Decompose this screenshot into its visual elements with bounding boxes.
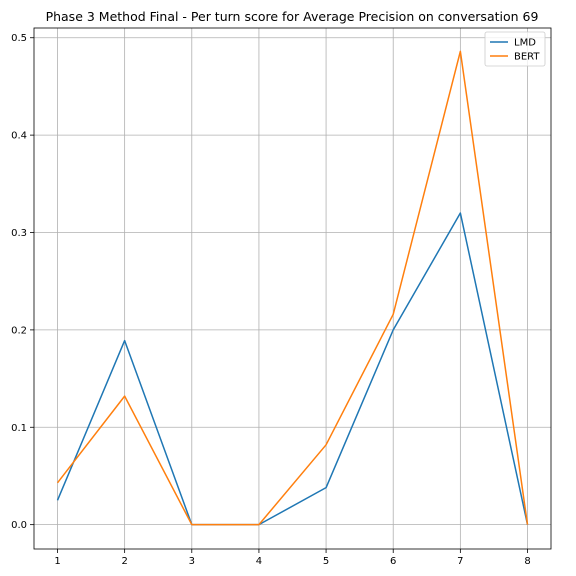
axis-ticks: 1 2 3 4 5 6 7 8 0.0 0.1 0.2 0.3 0.4 0.5 xyxy=(11,33,531,567)
series-lines xyxy=(56,50,529,526)
x-tick-label: 2 xyxy=(121,556,127,567)
y-tick-label: 0.1 xyxy=(11,423,27,434)
legend: LMD BERT xyxy=(484,31,546,67)
y-tick-label: 0.4 xyxy=(11,131,27,142)
y-tick-label: 0.5 xyxy=(11,33,27,44)
chart-title: Phase 3 Method Final - Per turn score fo… xyxy=(46,9,539,24)
legend-label-lmd: LMD xyxy=(514,38,536,49)
grid xyxy=(34,28,551,549)
x-tick-label: 3 xyxy=(189,556,195,567)
x-tick-label: 6 xyxy=(390,556,396,567)
x-tick-label: 1 xyxy=(54,556,60,567)
y-tick-label: 0.2 xyxy=(11,325,27,336)
y-tick-label: 0.3 xyxy=(11,228,27,239)
y-tick-label: 0.0 xyxy=(11,520,27,531)
series-line-lmd xyxy=(56,212,529,526)
x-tick-label: 7 xyxy=(457,556,463,567)
x-tick-label: 5 xyxy=(323,556,329,567)
x-tick-label: 4 xyxy=(256,556,262,567)
x-tick-label: 8 xyxy=(524,556,530,567)
axes-frame xyxy=(33,27,552,550)
legend-label-bert: BERT xyxy=(514,52,540,63)
series-line-bert xyxy=(56,50,529,526)
legend-box xyxy=(484,31,546,67)
